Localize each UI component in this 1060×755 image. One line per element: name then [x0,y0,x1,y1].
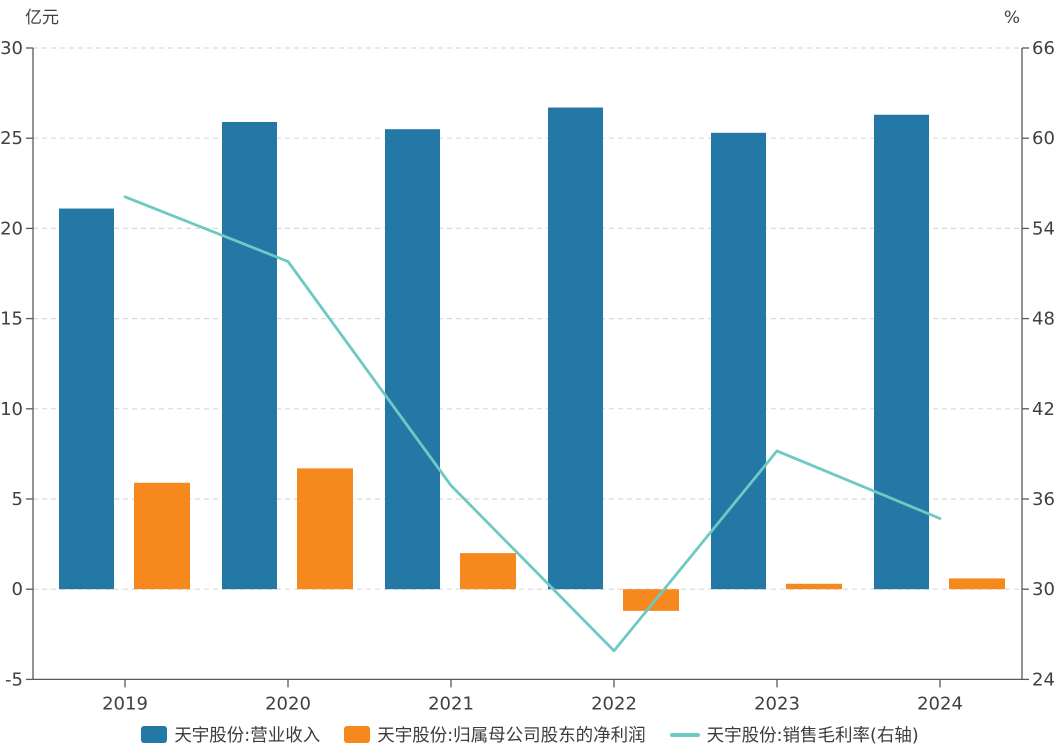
net-profit-swatch-icon [344,726,371,743]
x-axis-tick-label: 2023 [754,693,800,714]
revenue-bars [59,107,929,590]
legend-item-net-profit[interactable]: 天宇股份:归属母公司股东的净利润 [344,722,646,747]
legend-label-net-profit: 天宇股份:归属母公司股东的净利润 [377,726,646,746]
right-axis-tick-label: 54 [1032,218,1055,239]
gross-margin-line-swatch-icon [669,732,700,737]
left-axis-tick-label: 0 [12,579,23,600]
revenue-bar [548,107,603,590]
net-profit-bars [134,468,1005,611]
revenue-bar [59,208,114,590]
left-axis-tick-label: 25 [0,128,23,149]
left-axis-tick-label: 30 [0,38,23,59]
right-axis-tick-label: 60 [1032,128,1055,149]
axes [32,48,1023,681]
right-axis-tick-label: 36 [1032,489,1055,510]
combo-chart-canvas: 30 25 20 15 10 5 0 -5 66 60 54 48 42 36 30 24 2019 2020 20… [0,38,1055,714]
revenue-bar [222,121,277,590]
x-axis-tick-label: 2022 [591,693,637,714]
net-profit-bar [786,583,842,590]
right-axis-tick-label: 42 [1032,399,1055,420]
left-axis-tick-label: 15 [0,309,23,330]
tick-labels: 30 25 20 15 10 5 0 -5 66 60 54 48 42 36 30 24 2019 2020 20… [0,38,1055,714]
right-axis-tick-label: 24 [1032,669,1055,690]
x-axis-tick-label: 2021 [428,693,474,714]
gross-margin-line [123,195,942,653]
x-axis-tick-label: 2019 [102,693,148,714]
net-profit-bar [134,482,190,590]
legend-item-revenue[interactable]: 天宇股份:营业收入 [141,722,320,747]
right-axis-tick-label: 48 [1032,309,1055,330]
net-profit-bar [949,578,1005,590]
revenue-swatch-icon [141,726,168,743]
net-profit-bar [623,589,679,611]
right-axis-tick-label: 30 [1032,579,1055,600]
revenue-bar [874,114,929,590]
right-axis-unit-label: % [1003,8,1020,28]
legend-item-gross-margin[interactable]: 天宇股份:销售毛利率(右轴) [669,722,919,747]
legend: 天宇股份:营业收入 天宇股份:归属母公司股东的净利润 天宇股份:销售毛利率(右轴… [0,722,1060,747]
x-axis-tick-label: 2024 [917,693,963,714]
gridlines [33,47,1022,590]
left-axis-tick-label: -5 [5,669,23,690]
left-axis-tick-label: 10 [0,399,23,420]
left-axis-tick-label: 5 [12,489,23,510]
right-axis-tick-label: 66 [1032,38,1055,59]
net-profit-bar [297,468,353,590]
net-profit-bar [460,553,516,590]
revenue-bar [385,129,440,590]
left-axis-unit-label: 亿元 [25,8,59,28]
left-axis-tick-label: 20 [0,218,23,239]
x-axis-tick-label: 2020 [265,693,311,714]
legend-label-gross-margin: 天宇股份:销售毛利率(右轴) [706,726,919,746]
legend-label-revenue: 天宇股份:营业收入 [174,726,321,746]
revenue-bar [711,132,766,590]
